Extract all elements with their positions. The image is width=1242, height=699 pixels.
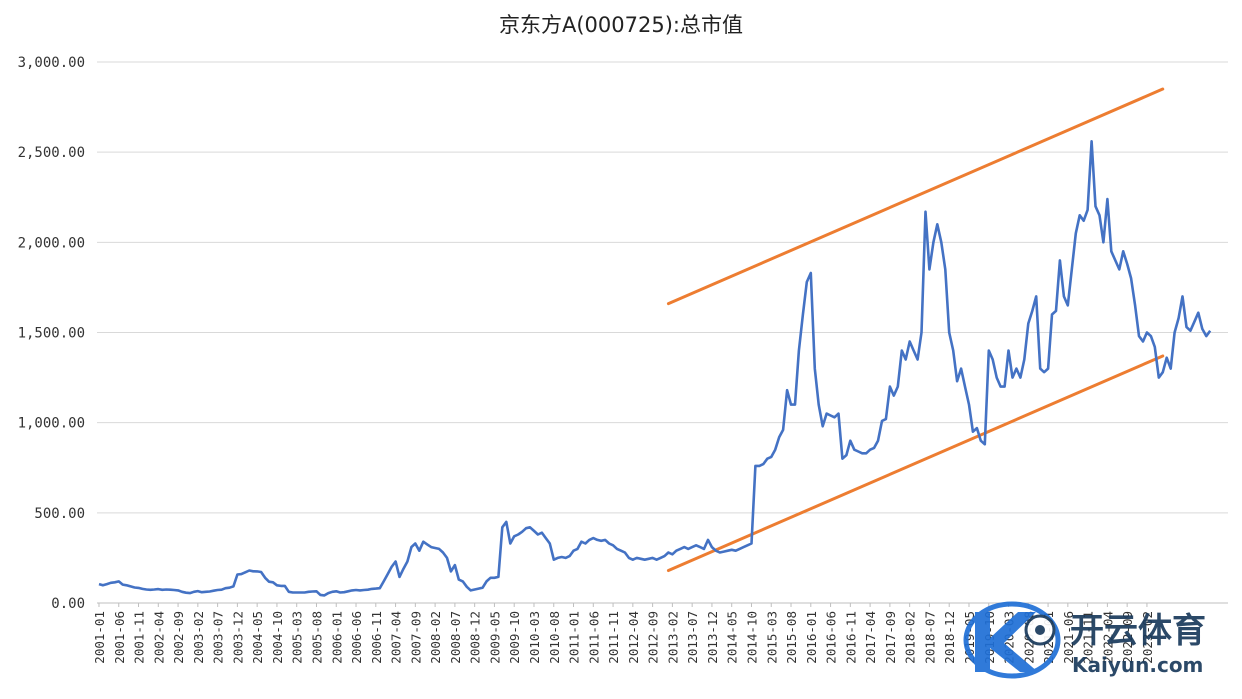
x-tick-label: 2016-06 [824,611,839,664]
x-tick-label: 2006-06 [349,611,364,664]
x-tick-label: 2001-01 [92,611,107,664]
x-tick-label: 2004-05 [250,611,265,664]
x-tick-label: 2008-02 [428,611,443,664]
x-tick-label: 2018-07 [922,611,937,664]
x-tick-label: 2002-04 [151,611,166,664]
trend-line [666,87,1165,306]
x-tick-label: 2022-09 [1120,611,1135,664]
y-tick-label: 3,000.00 [18,55,85,71]
x-tick-label: 2010-03 [527,611,542,664]
trend-line [666,354,1165,573]
x-tick-label: 2001-11 [132,611,147,664]
trend-lines [666,87,1165,573]
x-tick-label: 2021-11 [1081,611,1096,664]
x-tick-label: 2014-05 [725,611,740,664]
x-tick-label: 2015-08 [784,611,799,664]
x-tick-label: 2013-12 [705,611,720,664]
x-tick-label: 2010-08 [547,611,562,664]
x-tick-label: 2013-02 [665,611,680,664]
watermark-text: 开云体育 [1070,611,1206,651]
x-tick-label: 2005-08 [309,611,324,664]
x-tick-label: 2005-03 [290,611,305,664]
x-tick-label: 2011-11 [606,611,621,664]
y-tick-label: 1,000.00 [18,416,85,432]
x-tick-label: 2013-07 [685,611,700,664]
y-tick-label: 0.00 [51,596,85,612]
x-tick-label: 2008-12 [468,611,483,664]
x-tick-label: 2011-01 [567,611,582,664]
x-tick-label: 2018-02 [903,611,918,664]
x-tick-label: 2016-11 [843,611,858,664]
y-tick-label: 500.00 [34,506,85,522]
x-tick-label: 2018-12 [942,611,957,664]
y-tick-label: 1,500.00 [18,326,85,342]
y-axis: 0.00 500.00 1,000.00 1,500.00 2,000.00 2,500.… [18,55,85,612]
x-tick-label: 2012-04 [626,611,641,664]
x-axis: 2001-01 2001-06 2001-11 2002-04 2002-09 2003-… [92,602,1228,664]
y-tick-label: 2,000.00 [18,235,85,251]
x-tick-label: 2003-12 [230,611,245,664]
x-tick-label: 2009-05 [487,611,502,664]
series-group [98,140,1212,597]
watermark: 开云体育 Kaiyun.com [963,601,1206,679]
x-tick-label: 2007-09 [408,611,423,664]
x-tick-label: 2022-04 [1100,611,1115,664]
x-tick-label: 2012-09 [646,611,661,664]
x-tick-label: 2011-06 [586,611,601,664]
x-tick-label: 2021-06 [1061,611,1076,664]
x-tick-label: 2003-02 [191,611,206,664]
x-tick-label: 2001-06 [112,611,127,664]
x-tick-label: 2009-10 [507,611,522,664]
watermark-subtext: Kaiyun.com [1072,653,1203,677]
kaiyun-logo-icon [963,601,1061,679]
x-tick-label: 2016-01 [804,611,819,664]
chart-title: 京东方A(000725):总市值 [499,13,743,37]
x-tick-label: 2003-07 [211,611,226,664]
x-tick-label: 2008-07 [448,611,463,664]
x-tick-label: 2017-09 [883,611,898,664]
series-line [98,140,1212,597]
grid-lines [97,61,1228,514]
x-tick-label: 2006-01 [329,611,344,664]
x-tick-label: 2014-10 [744,611,759,664]
x-tick-label: 2007-04 [389,611,404,664]
x-tick-label: 2023-02 [1140,611,1155,664]
x-tick-label: 2002-09 [171,611,186,664]
x-tick-label: 2015-03 [764,611,779,664]
x-tick-label: 2017-04 [863,611,878,664]
x-tick-label: 2004-10 [270,611,285,664]
x-tick-label: 2006-11 [369,611,384,664]
y-tick-label: 2,500.00 [18,145,85,161]
